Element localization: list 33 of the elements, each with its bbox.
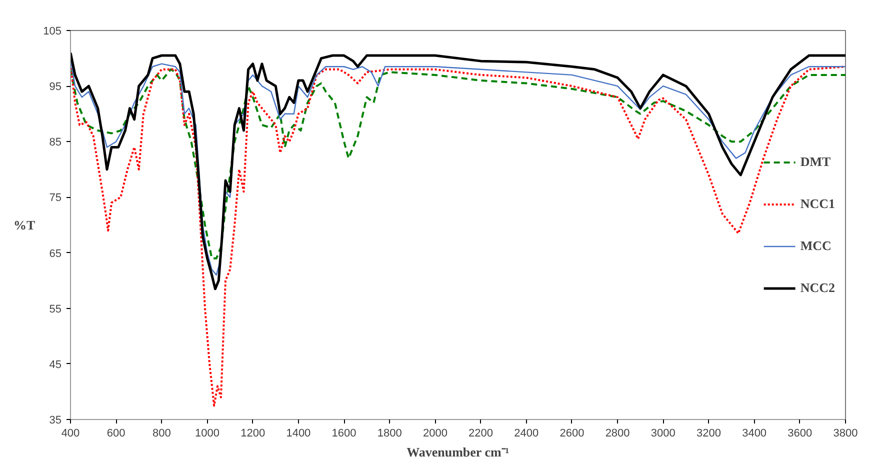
x-tick-label: 1600 [332,428,356,440]
x-tick-label: 3200 [696,428,721,440]
y-axis-title: %T [13,218,36,232]
x-tick-label: 2800 [605,428,630,440]
y-tick-label: 65 [49,248,62,260]
y-tick-label: 55 [49,303,62,316]
x-tick-label: 3400 [742,428,767,440]
x-tick-label: 1200 [240,428,266,440]
y-tick-label: 85 [49,136,62,149]
x-tick-label: 1800 [377,428,402,440]
x-tick-label: 1400 [286,428,311,440]
legend-label: DMT [800,154,831,170]
y-tick-label: 95 [49,81,62,94]
y-tick-label: 75 [49,192,62,204]
x-tick-label: 600 [106,428,126,440]
line-series [70,62,846,407]
x-tick-label: 3000 [650,428,676,440]
legend-label: NCC1 [800,196,835,212]
x-tick-label: 2600 [560,428,584,440]
x-tick-label: 3600 [788,428,812,440]
legend-label: NCC2 [800,280,835,296]
x-tick-label: 2400 [514,428,539,440]
y-tick-label: 45 [49,358,62,371]
x-tick-label: 2200 [468,428,494,440]
x-tick-label: 400 [61,428,80,440]
y-tick-label: 35 [49,414,62,426]
x-tick-label: 1000 [195,428,220,440]
x-tick-label: 800 [152,428,171,440]
x-tick-label: 2000 [422,428,448,440]
y-tick-label: 105 [43,26,62,38]
x-axis-title: Wavenumber cm⁻¹ [406,444,510,460]
legend-label: MCC [800,238,832,254]
x-tick-label: 3800 [833,428,858,440]
